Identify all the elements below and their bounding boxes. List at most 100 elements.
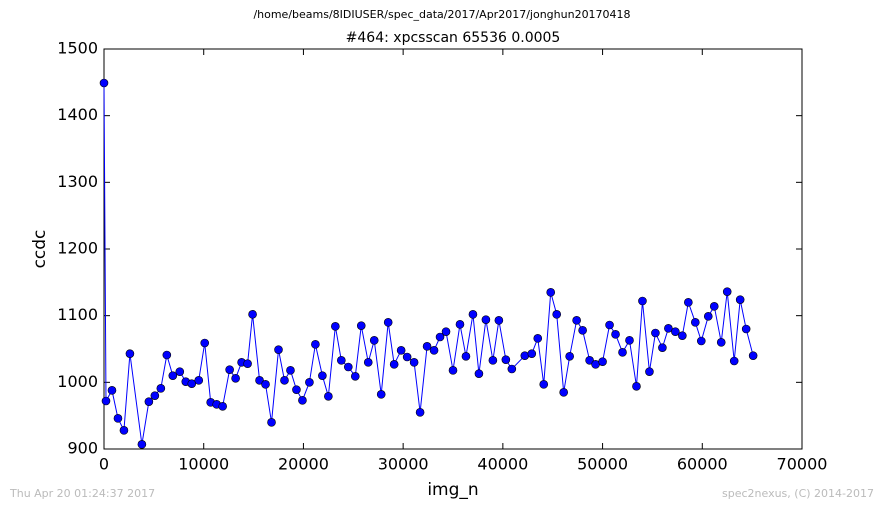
data-point	[429, 346, 439, 355]
data-point	[168, 371, 178, 380]
data-point	[324, 392, 333, 401]
data-point	[611, 330, 620, 339]
data-point	[605, 320, 614, 330]
data-point	[243, 359, 252, 368]
data-point	[625, 336, 634, 345]
data-point	[144, 397, 154, 406]
y-tick-label: 900	[67, 439, 98, 458]
data-point	[481, 315, 491, 324]
data-point	[598, 357, 607, 366]
data-point	[402, 352, 412, 362]
data-point	[632, 382, 641, 391]
chart-title: #464: xpcsscan 65536 0.0005	[346, 30, 561, 46]
data-point	[156, 384, 166, 393]
data-point	[539, 380, 549, 389]
data-point	[671, 327, 680, 336]
y-tick-label: 1000	[57, 372, 98, 391]
x-tick-label: 20000	[278, 455, 329, 474]
y-axis-label: ccdc	[30, 230, 50, 269]
data-point	[415, 408, 425, 417]
data-point	[187, 379, 197, 388]
data-point	[494, 316, 504, 325]
data-point	[231, 374, 240, 383]
x-tick-label: 30000	[378, 455, 429, 474]
footer-timestamp: Thu Apr 20 01:24:37 2017	[9, 487, 155, 500]
data-point	[741, 324, 751, 334]
data-point	[175, 367, 185, 376]
x-tick-label: 50000	[577, 455, 628, 474]
data-point	[363, 358, 373, 367]
data-point	[280, 376, 289, 385]
data-point	[533, 334, 543, 343]
data-point	[305, 378, 314, 387]
data-point	[435, 332, 445, 342]
data-point	[162, 350, 172, 360]
y-tick-label: 1100	[57, 305, 98, 324]
data-point	[331, 322, 340, 331]
data-point	[651, 328, 660, 338]
data-point	[356, 321, 366, 330]
suptitle: /home/beams/8IDIUSER/spec_data/2017/Apr2…	[253, 8, 630, 21]
data-point	[350, 372, 360, 381]
data-point	[200, 338, 210, 348]
data-point	[455, 320, 465, 329]
data-point	[468, 310, 478, 319]
data-point	[343, 362, 353, 372]
y-tick-label: 1300	[57, 172, 98, 191]
data-point	[337, 356, 346, 365]
x-tick-label: 70000	[777, 455, 828, 474]
data-point	[396, 346, 406, 355]
data-point	[267, 418, 276, 427]
data-point	[664, 324, 673, 333]
data-point	[137, 440, 147, 449]
data-point	[658, 343, 667, 352]
data-point	[585, 356, 594, 365]
data-point	[572, 316, 581, 325]
data-point	[461, 352, 471, 361]
data-point	[113, 414, 123, 423]
data-point	[645, 367, 654, 376]
x-tick-label: 0	[99, 455, 109, 474]
data-point	[546, 288, 556, 297]
footer-credit: spec2nexus, (C) 2014-2017	[722, 487, 874, 500]
data-point	[441, 327, 451, 336]
data-point	[422, 342, 432, 351]
data-point	[125, 349, 135, 358]
data-point	[696, 336, 706, 346]
data-point	[565, 352, 574, 361]
data-line	[103, 82, 754, 445]
plot-frame	[103, 48, 803, 450]
y-tick-label: 1500	[57, 39, 98, 58]
data-point	[488, 356, 498, 365]
data-point	[709, 302, 719, 311]
data-point	[150, 391, 160, 400]
data-point	[735, 295, 745, 304]
data-point	[703, 312, 713, 321]
data-point	[748, 351, 758, 360]
data-point	[274, 345, 283, 354]
data-point	[218, 402, 227, 411]
data-point	[684, 298, 693, 307]
data-point	[448, 366, 458, 375]
data-point	[501, 355, 511, 364]
data-point	[383, 318, 393, 327]
data-point	[107, 386, 117, 395]
data-point	[318, 371, 327, 380]
data-point	[369, 336, 379, 345]
data-point	[559, 388, 568, 397]
x-tick-label: 60000	[677, 455, 728, 474]
data-point	[527, 349, 537, 358]
data-point	[716, 338, 726, 347]
data-point	[255, 376, 264, 385]
data-point	[722, 287, 732, 296]
data-point	[691, 318, 700, 327]
x-tick-label: 40000	[477, 455, 528, 474]
x-axis-label: img_n	[427, 480, 478, 500]
data-point	[298, 396, 307, 405]
data-point	[678, 331, 687, 340]
data-point	[225, 365, 234, 374]
data-point	[474, 369, 484, 378]
data-point	[194, 376, 204, 385]
data-point	[248, 310, 257, 319]
data-point	[409, 358, 419, 367]
